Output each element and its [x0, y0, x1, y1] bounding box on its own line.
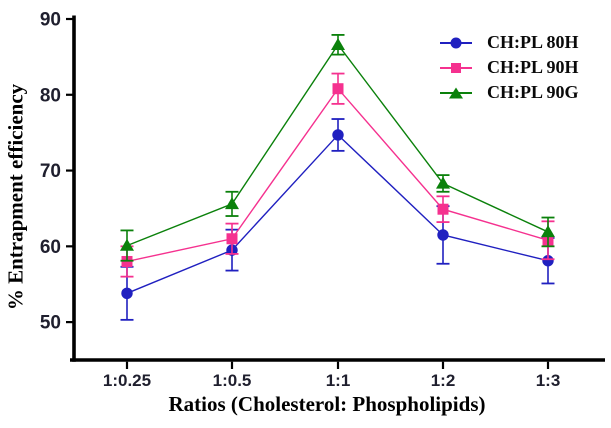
series-line	[126, 87, 549, 263]
y-tick-label: 90	[40, 10, 61, 31]
legend: CH:PL 80H CH:PL 90H CH:PL 90G	[440, 30, 579, 105]
square-marker-icon	[226, 233, 238, 245]
y-tick-label: 50	[40, 313, 61, 334]
circle-marker-icon	[437, 229, 449, 241]
x-tick-label: 1:3	[536, 371, 561, 390]
circle-marker-icon	[542, 255, 554, 267]
x-tick-label: 1:1	[326, 371, 351, 390]
x-tick-label: 1:0.5	[213, 371, 252, 390]
y-tick-label: 80	[40, 85, 61, 106]
series-line	[126, 133, 549, 294]
square-marker-icon	[332, 83, 344, 95]
legend-line	[440, 87, 472, 98]
legend-label: CH:PL 90G	[487, 82, 579, 102]
legend-label: CH:PL 80H	[487, 32, 579, 52]
legend-item-ch-pl-80h: CH:PL 80H	[440, 30, 579, 55]
x-axis-title: Ratios (Cholesterol: Phospholipids)	[168, 392, 486, 416]
square-marker-icon	[437, 203, 449, 215]
y-axis-title: % Entrapment efficiency	[3, 83, 28, 311]
legend-item-ch-pl-90g: CH:PL 90G	[440, 80, 579, 105]
triangle-marker-icon	[225, 197, 239, 210]
circle-marker-icon	[450, 37, 462, 48]
x-tick-label: 1:0.25	[103, 371, 151, 390]
triangle-marker-icon	[331, 37, 345, 50]
y-tick-label: 60	[40, 237, 61, 258]
triangle-marker-icon	[120, 238, 134, 251]
legend-label: CH:PL 90H	[487, 57, 579, 77]
triangle-marker-icon	[436, 176, 450, 189]
y-tick-label: 70	[40, 161, 61, 182]
circle-marker-icon	[332, 129, 344, 141]
legend-line	[440, 37, 472, 48]
legend-line	[440, 62, 472, 73]
circle-marker-icon	[121, 287, 133, 300]
square-marker-icon	[451, 62, 461, 73]
triangle-marker-icon	[449, 87, 463, 98]
triangle-marker-icon	[541, 225, 555, 238]
legend-item-ch-pl-90h: CH:PL 90H	[440, 55, 579, 80]
x-tick-label: 1:2	[431, 371, 456, 390]
